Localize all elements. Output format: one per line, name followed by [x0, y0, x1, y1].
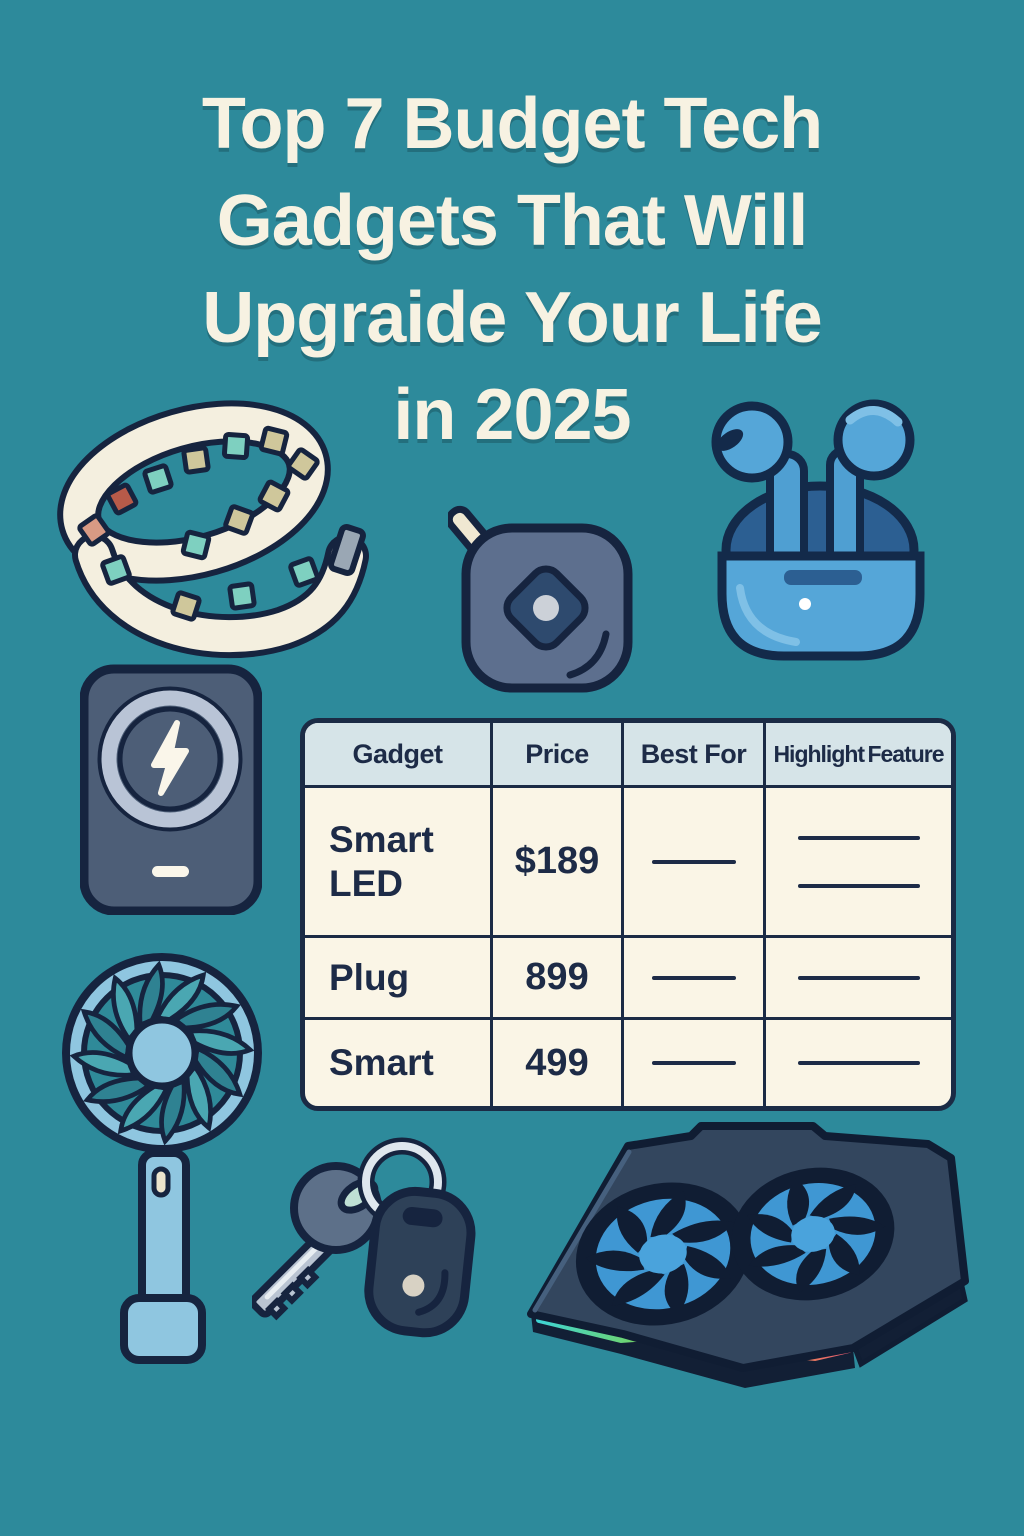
title-line: in 2025 — [393, 375, 631, 455]
highlight-feature-cell — [766, 1020, 951, 1106]
blank-line — [651, 975, 736, 980]
table-header-highlight-feature: Highlight Feature — [773, 740, 944, 767]
blank-line — [651, 1061, 736, 1065]
gadget-cell: Smart — [305, 1020, 493, 1106]
price-cell: 499 — [493, 1020, 624, 1106]
table-row: Plug 899 — [305, 938, 951, 1020]
price-cell: $189 — [493, 788, 624, 935]
table-row: Smart 499 — [305, 1020, 951, 1106]
blank-line — [797, 1061, 920, 1065]
highlight-feature-cell — [766, 938, 951, 1017]
price-cell: 899 — [493, 938, 624, 1017]
laptop-cooling-pad-image — [503, 1116, 971, 1408]
title-line: Upgraide Your Life — [202, 278, 822, 358]
bluetooth-tracker-tag-image — [448, 498, 644, 698]
best-for-cell — [624, 938, 766, 1017]
car-key-with-tracker-fob-image — [252, 1130, 482, 1345]
table-header-gadget: Gadget — [305, 723, 493, 785]
title-line: Gadgets That Will — [216, 181, 808, 261]
best-for-cell — [624, 1020, 766, 1106]
blank-line — [797, 975, 920, 980]
table-header-row: Gadget Price Best For Highlight Feature — [305, 723, 951, 788]
blank-line — [651, 859, 736, 864]
led-light-strip-image — [56, 400, 396, 664]
handheld-fan-image — [58, 953, 288, 1408]
comparison-table: Gadget Price Best For Highlight Feature … — [300, 718, 956, 1111]
magnetic-power-bank-image — [80, 663, 262, 915]
table-row: Smart LED $189 — [305, 788, 951, 938]
table-header-best-for: Best For — [624, 723, 766, 785]
best-for-cell — [624, 788, 766, 935]
blank-line — [797, 883, 920, 888]
title-line: Top 7 Budget Tech — [201, 84, 823, 164]
wireless-earbuds-case-image — [692, 392, 956, 664]
table-header-price: Price — [493, 723, 624, 785]
highlight-feature-cell — [766, 788, 951, 935]
gadget-cell: Smart LED — [305, 788, 493, 935]
gadget-cell: Plug — [305, 938, 493, 1017]
blank-line — [797, 835, 920, 840]
poster-title: Top 7 Budget Tech Gadgets That Will Upgr… — [0, 76, 1024, 464]
